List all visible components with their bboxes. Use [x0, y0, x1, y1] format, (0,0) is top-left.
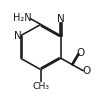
Text: N: N	[57, 14, 65, 24]
Text: H₂N: H₂N	[13, 13, 32, 23]
Text: O: O	[76, 48, 85, 58]
Text: N: N	[14, 31, 22, 41]
Text: O: O	[82, 66, 90, 75]
Text: CH₃: CH₃	[32, 81, 49, 91]
